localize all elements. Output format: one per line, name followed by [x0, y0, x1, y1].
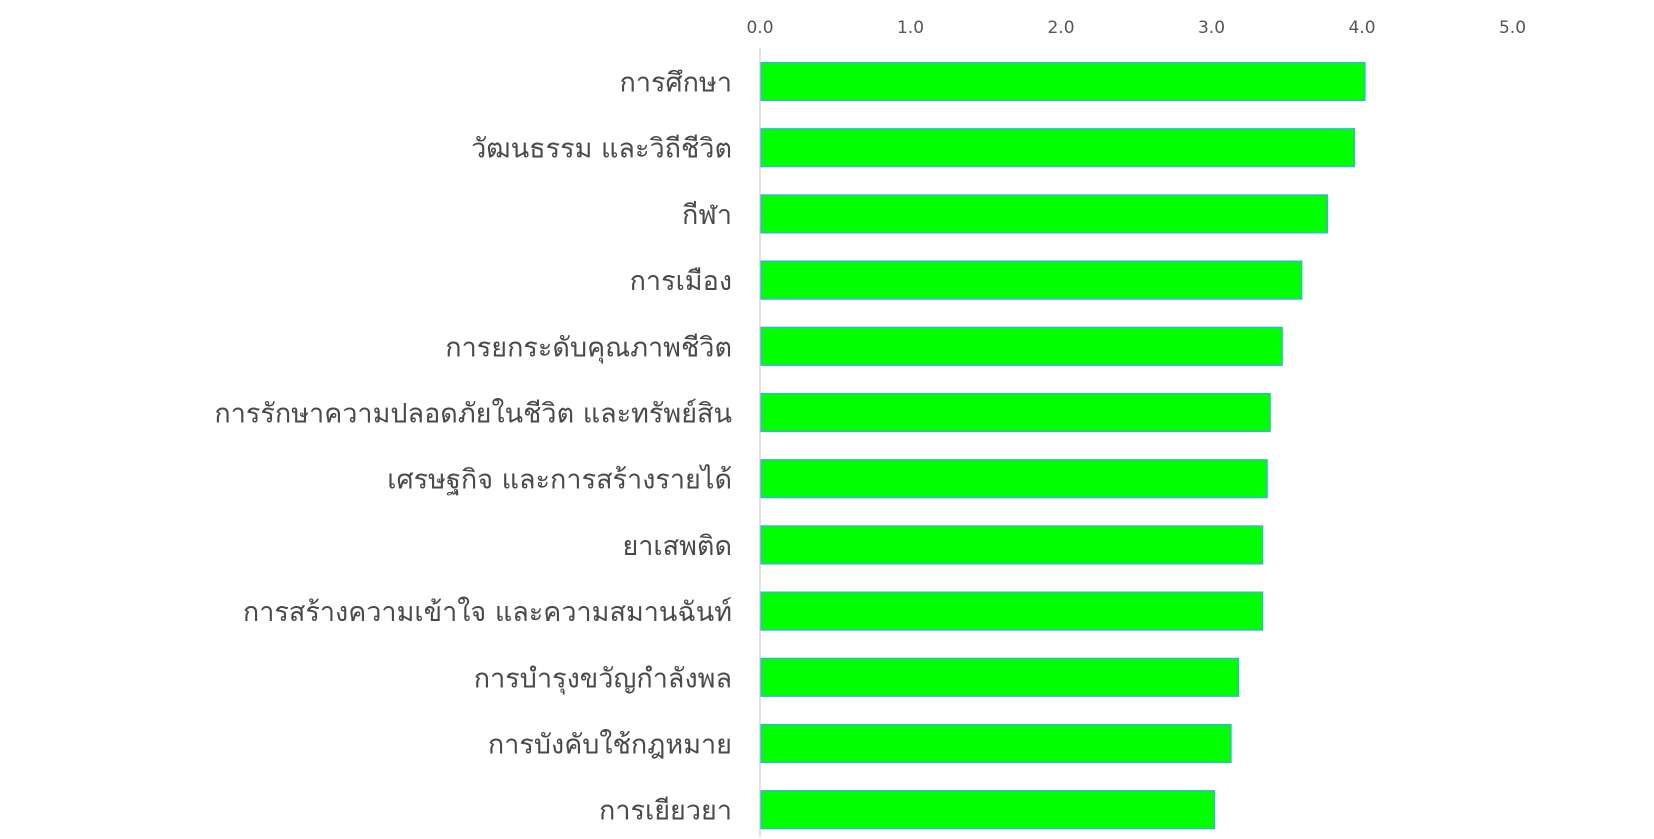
bar	[760, 194, 1328, 234]
x-tick-label: 1.0	[897, 18, 924, 38]
x-tick-label: 2.0	[1047, 18, 1074, 38]
category-label: การศึกษา	[620, 68, 732, 99]
category-label: เศรษฐกิจ และการสร้างรายได้	[387, 465, 732, 496]
bar	[760, 657, 1240, 697]
x-tick-label: 0.0	[746, 18, 773, 38]
category-label: การบังคับใช้กฎหมาย	[488, 729, 732, 761]
category-label: การยกระดับคุณภาพชีวิต	[445, 332, 732, 364]
category-label: การเมือง	[630, 266, 732, 297]
x-tick-label: 4.0	[1348, 18, 1375, 38]
bars-group	[760, 61, 1366, 830]
bar	[760, 525, 1264, 565]
x-tick-label: 3.0	[1198, 18, 1225, 38]
category-label: การสร้างความเข้าใจ และความสมานฉันท์	[243, 596, 732, 628]
category-label: การบำรุงขวัญกำลังพล	[474, 663, 732, 695]
bar	[760, 459, 1268, 499]
x-axis-ticks: 0.0 1.0 2.0 3.0 4.0 5.0	[746, 18, 1526, 38]
bar	[760, 260, 1303, 300]
x-tick-label: 5.0	[1499, 18, 1526, 38]
bar	[760, 790, 1216, 830]
category-label: วัฒนธรรม และวิถีชีวิต	[471, 134, 732, 165]
category-label: ยาเสพติด	[622, 531, 732, 562]
bar	[760, 61, 1366, 102]
category-label: การเยียวยา	[599, 796, 732, 827]
category-label: กีฬา	[682, 200, 732, 231]
bar	[760, 723, 1232, 764]
bar	[760, 326, 1283, 366]
bar	[760, 591, 1264, 631]
category-label: การรักษาความปลอดภัยในชีวิต และทรัพย์สิน	[214, 398, 732, 430]
bar	[760, 128, 1356, 168]
bar	[760, 392, 1271, 433]
